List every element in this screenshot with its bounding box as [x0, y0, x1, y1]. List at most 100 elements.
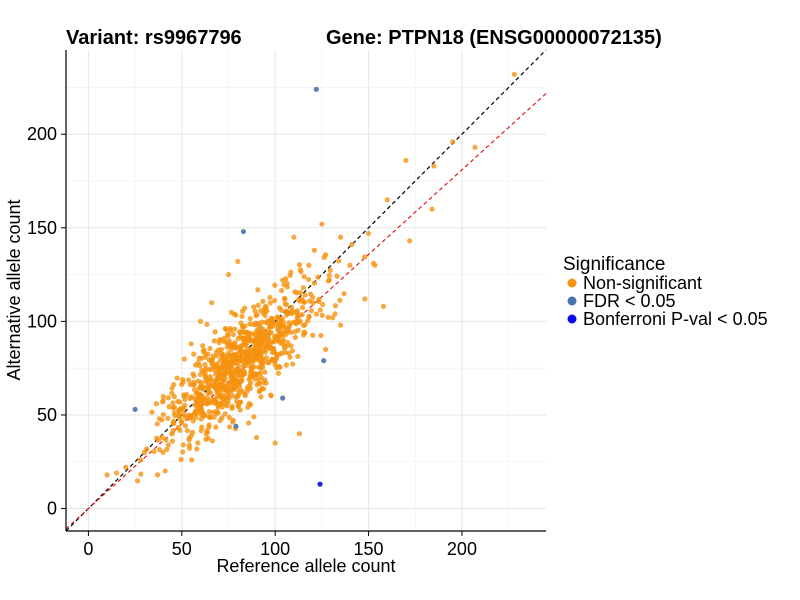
legend: Significance Non-significant FDR < 0.05 …: [563, 254, 768, 329]
point-non-significant: [311, 247, 318, 253]
point-non-significant: [195, 378, 201, 384]
point-non-significant: [268, 322, 275, 328]
point-non-significant: [232, 353, 238, 359]
point-non-significant: [222, 339, 228, 345]
point-non-significant: [179, 381, 185, 388]
point-non-significant: [197, 318, 204, 324]
point-non-significant: [299, 312, 305, 318]
point-non-significant: [189, 394, 195, 400]
point-non-significant: [215, 409, 221, 416]
point-non-significant: [215, 365, 222, 371]
point-non-significant: [288, 343, 294, 349]
point-non-significant: [274, 338, 280, 344]
point-non-significant: [199, 386, 206, 392]
point-non-significant: [186, 442, 193, 448]
point-non-significant: [244, 350, 251, 356]
y-tick-label: 100: [27, 311, 57, 331]
point-non-significant: [113, 470, 120, 476]
point-non-significant: [262, 309, 269, 315]
x-tick-label: 50: [172, 539, 192, 559]
point-non-significant: [260, 298, 266, 304]
point-non-significant: [285, 339, 291, 346]
point-non-significant: [347, 262, 353, 268]
point-non-significant: [191, 387, 198, 393]
point-non-significant: [218, 354, 225, 360]
point-non-significant: [165, 395, 171, 401]
point-non-significant: [292, 334, 298, 341]
point-non-significant: [326, 272, 332, 278]
point-non-significant: [341, 291, 347, 297]
point-non-significant: [177, 427, 183, 433]
point-non-significant: [251, 414, 257, 420]
point-non-significant: [218, 382, 224, 388]
point-non-significant: [235, 258, 241, 265]
point-non-significant: [239, 349, 245, 355]
point-non-significant: [205, 435, 211, 441]
point-non-significant: [172, 413, 178, 419]
reference-line-identity: [65, 49, 547, 532]
point-non-significant: [232, 326, 238, 332]
point-non-significant: [248, 337, 254, 343]
x-tick-label: 0: [83, 539, 93, 559]
point-non-significant: [264, 359, 271, 365]
point-non-significant: [244, 385, 250, 391]
point-non-significant: [362, 296, 368, 302]
x-tick-label: 150: [354, 539, 384, 559]
legend-swatch-fdr: [567, 296, 577, 306]
point-non-significant: [153, 401, 159, 407]
point-non-significant: [319, 221, 325, 227]
point-non-significant: [295, 353, 301, 359]
chart-title-variant: Variant: rs9967796: [66, 27, 242, 49]
point-non-significant: [246, 420, 252, 426]
point-fdr-0-05: [321, 358, 327, 364]
point-non-significant: [403, 157, 409, 164]
point-non-significant: [233, 312, 239, 318]
x-axis-label: Reference allele count: [216, 556, 395, 576]
point-non-significant: [291, 234, 297, 240]
point-non-significant: [255, 320, 262, 327]
point-non-significant: [165, 442, 171, 448]
point-non-significant: [255, 302, 261, 308]
point-non-significant: [204, 429, 210, 435]
point-non-significant: [208, 376, 214, 382]
point-non-significant: [184, 428, 191, 434]
point-non-significant: [197, 371, 204, 378]
point-non-significant: [274, 365, 280, 371]
point-non-significant: [178, 456, 184, 463]
point-non-significant: [332, 311, 338, 317]
point-non-significant: [163, 437, 169, 443]
point-non-significant: [134, 478, 141, 484]
point-non-significant: [239, 377, 245, 383]
point-non-significant: [190, 379, 197, 385]
point-non-significant: [193, 410, 199, 417]
point-non-significant: [159, 417, 165, 423]
point-non-significant: [203, 365, 209, 372]
point-non-significant: [255, 287, 261, 293]
point-non-significant: [198, 428, 204, 434]
point-non-significant: [169, 438, 176, 444]
point-non-significant: [280, 333, 286, 339]
point-non-significant: [262, 312, 268, 319]
point-non-significant: [189, 412, 195, 419]
point-non-significant: [205, 383, 211, 389]
point-non-significant: [237, 407, 243, 413]
point-non-significant: [242, 355, 248, 361]
point-non-significant: [171, 382, 177, 388]
point-non-significant: [169, 431, 175, 437]
point-non-significant: [254, 336, 260, 342]
point-non-significant: [234, 344, 240, 350]
point-non-significant: [225, 331, 231, 337]
point-non-significant: [263, 355, 270, 361]
point-non-significant: [209, 361, 215, 367]
point-non-significant: [380, 303, 387, 310]
point-non-significant: [207, 345, 213, 352]
point-non-significant: [275, 370, 282, 376]
point-non-significant: [257, 387, 263, 393]
point-non-significant: [293, 319, 299, 325]
point-fdr-0-05: [313, 86, 319, 92]
point-non-significant: [260, 364, 266, 370]
point-non-significant: [261, 347, 267, 353]
point-non-significant: [317, 307, 323, 313]
x-tick-label: 200: [447, 539, 477, 559]
